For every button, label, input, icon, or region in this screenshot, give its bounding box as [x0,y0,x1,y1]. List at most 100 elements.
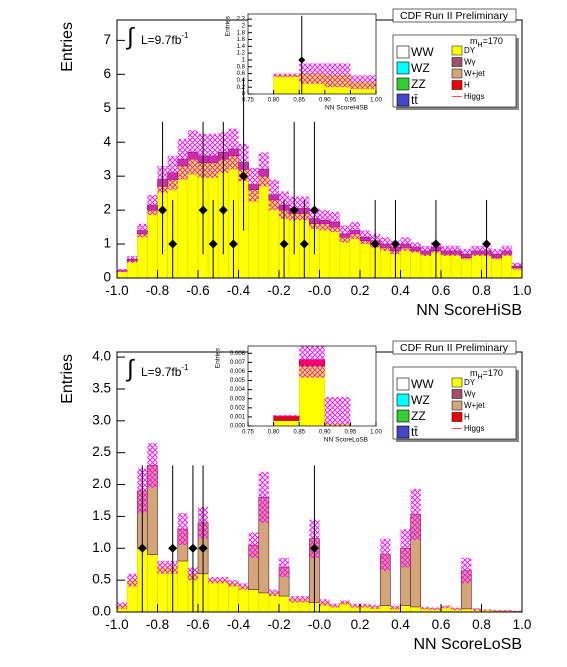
y-tick-label: 0.6 [237,71,246,77]
y-tick-label: 3.5 [92,381,111,396]
mass-m: m [470,36,478,46]
uncertainty-band [117,268,128,273]
y-tick-label: 7 [103,32,111,47]
inset-x-title: NN ScoreLoSB [324,437,368,444]
histogram-bar [450,253,462,278]
x-tick-label: 0.85 [293,98,305,104]
uncertainty-band [501,245,512,256]
uncertainty-band [127,255,138,263]
y-tick-label: 2 [103,202,111,217]
legend-swatch [396,393,410,407]
x-tick-label: -0.2 [267,617,290,632]
histogram-bar [177,560,189,612]
x-tick-label: 0.8 [472,283,491,298]
y-axis-title: Entries [59,22,76,72]
uncertainty-band [248,167,259,202]
legend-label: DY [464,378,476,387]
uncertainty-band [451,245,462,256]
histogram-bar [410,606,422,612]
data-point [390,239,400,249]
uncertainty-band [218,576,229,584]
x-tick-label: 0.6 [432,617,451,632]
mass-sub: H [478,42,483,49]
y-tick-label: 0.000 [230,424,246,430]
uncertainty-band [461,249,472,260]
mass-value: =170 [483,368,503,378]
y-tick-label: 2.0 [92,476,111,491]
y-tick-label: 4.0 [92,349,111,364]
plot-area [117,443,522,612]
x-tick-label: 0.2 [351,283,370,298]
x-tick-label: -0.0 [308,283,331,298]
uncertainty-band [501,610,512,612]
data-point [198,543,208,553]
legend-label: ZZ [411,409,426,423]
x-tick-label: 1.00 [370,430,382,436]
data-point [158,205,168,215]
histogram-bar [329,226,341,278]
uncertainty-band [400,237,411,251]
y-tick-label: 3 [103,168,111,183]
histogram-bar [400,247,411,278]
histogram-bar [268,199,280,278]
uncertainty-band [228,128,239,170]
histogram-bar [410,250,422,278]
uncertainty-band [339,600,350,605]
legend-swatch [451,45,463,56]
uncertainty-band [299,596,310,603]
x-tick-label: -0.4 [227,283,251,298]
title-box [392,8,517,23]
mass-m: m [470,368,478,378]
legend-label: ZZ [411,77,426,91]
uncertainty-band [137,223,148,238]
data-point [218,205,228,215]
y-tick-label: 0.0 [92,604,111,619]
uncertainty-band [127,573,138,587]
uncertainty-band [324,396,351,426]
histogram-bar [379,247,391,278]
legend-label: W+jet [464,401,485,410]
y-tick-label: 5 [103,100,111,115]
plot-area [273,15,376,94]
legend-label: Wγ [464,58,476,67]
histogram-bar [491,257,503,278]
uncertainty-band [258,152,269,187]
data-point [228,239,238,249]
x-tick-label: 0.4 [391,617,410,632]
x-axis-title: NN ScoreLoSB [414,636,523,653]
plot-area [117,77,522,278]
uncertainty-band [279,557,290,577]
mass-sub: H [478,374,483,381]
data-point [239,171,249,181]
legend-swatch [451,68,463,79]
histogram-bar [471,253,482,278]
legend-swatch [396,45,410,59]
y-tick-label: 0.2 [237,85,246,91]
legend-label: tt̄ [411,425,418,439]
axes-frame [247,345,377,427]
y-tick-label: 1.8 [237,30,246,36]
uncertainty-band [410,489,421,540]
histogram-bar [217,579,229,612]
inset-y-title: Entries [215,347,222,368]
data-point [168,543,178,553]
x-tick-label: -0.6 [186,617,209,632]
uncertainty-band [268,589,279,597]
histogram-bar [117,270,128,278]
uncertainty-band [441,245,452,256]
data-point [298,56,306,64]
legend-label: H [464,413,470,422]
uncertainty-band [491,610,502,612]
x-tick-label: 0.85 [293,430,305,436]
histogram-bar [177,165,189,278]
histogram-bar [273,420,300,426]
data-point [168,239,178,249]
plot-area [273,346,351,426]
uncertainty-band [349,603,360,608]
y-tick-label: 2 [242,23,246,29]
lumi-text: L=9.7fb [141,33,182,47]
uncertainty-band [451,607,462,611]
uncertainty-band [420,245,431,256]
x-tick-label: 1.00 [370,98,382,104]
x-tick-label: 0.90 [319,98,331,104]
